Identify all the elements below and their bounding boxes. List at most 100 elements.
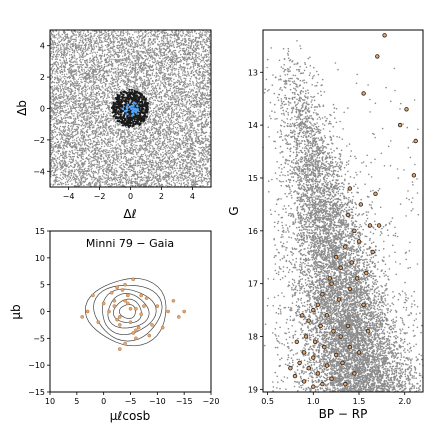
field-star-point bbox=[55, 46, 58, 49]
field-star-point bbox=[173, 78, 175, 81]
field-star-point bbox=[145, 138, 147, 141]
field-star-point bbox=[74, 57, 76, 59]
field-star-point bbox=[191, 39, 193, 41]
field-star-point bbox=[206, 178, 208, 180]
field-star-point bbox=[167, 95, 169, 97]
field-star-point bbox=[133, 73, 136, 75]
field-star-point bbox=[109, 50, 111, 52]
field-star-point bbox=[188, 49, 190, 51]
field-star-point bbox=[148, 92, 150, 95]
field-star-point bbox=[181, 39, 184, 42]
field-star-point bbox=[189, 149, 191, 151]
field-star-point bbox=[179, 106, 181, 108]
field-star-point bbox=[110, 58, 112, 60]
field-star-point bbox=[147, 40, 150, 42]
field-star-point bbox=[184, 35, 186, 37]
field-star-point bbox=[158, 64, 160, 66]
field-star-point bbox=[125, 61, 127, 63]
field-star-point bbox=[143, 160, 145, 162]
field-star-point bbox=[208, 172, 210, 174]
field-star-point bbox=[187, 83, 190, 86]
field-star-point bbox=[64, 87, 66, 89]
field-star-point bbox=[106, 149, 108, 151]
field-star-point bbox=[147, 70, 149, 72]
field-star-point bbox=[113, 55, 115, 57]
field-star-point bbox=[75, 151, 77, 154]
field-star-point bbox=[91, 167, 93, 169]
field-star-point bbox=[139, 50, 141, 53]
field-star-point bbox=[52, 141, 54, 143]
field-star-point bbox=[95, 54, 98, 56]
field-star-point bbox=[132, 63, 134, 65]
field-star-point bbox=[68, 116, 71, 118]
field-star-point bbox=[63, 117, 65, 120]
field-star-point bbox=[122, 65, 124, 67]
field-star-point bbox=[176, 112, 178, 114]
field-star-point bbox=[165, 89, 168, 91]
field-star-point bbox=[51, 151, 54, 154]
field-star-point bbox=[88, 105, 90, 108]
field-star-point bbox=[137, 61, 140, 63]
field-star-point bbox=[147, 151, 149, 153]
field-star-point bbox=[61, 84, 63, 86]
field-star-point bbox=[151, 139, 153, 141]
field-star-point bbox=[91, 66, 94, 68]
field-star-point bbox=[158, 93, 160, 95]
field-star-point bbox=[63, 148, 66, 150]
field-star-point bbox=[105, 58, 108, 61]
field-star-point bbox=[93, 44, 95, 46]
field-star-point bbox=[154, 132, 156, 135]
field-star-point bbox=[162, 65, 164, 67]
field-star-point bbox=[97, 63, 99, 65]
field-star-point bbox=[143, 123, 146, 125]
field-star-point bbox=[84, 179, 87, 181]
field-star-point bbox=[164, 148, 166, 150]
field-star-point bbox=[157, 154, 160, 156]
field-star-point bbox=[81, 175, 83, 177]
field-star-point bbox=[152, 85, 154, 87]
field-star-point bbox=[186, 83, 188, 85]
field-star-point bbox=[100, 114, 102, 116]
field-star-point bbox=[76, 106, 78, 109]
field-star-point bbox=[164, 87, 166, 89]
field-star-point bbox=[150, 113, 153, 115]
field-star-point bbox=[196, 44, 199, 46]
field-star-point bbox=[112, 150, 114, 152]
field-star-point bbox=[196, 45, 198, 48]
field-star-point bbox=[157, 168, 159, 171]
field-star-point bbox=[179, 31, 181, 33]
field-star-point bbox=[188, 117, 190, 119]
field-star-point bbox=[146, 48, 148, 50]
field-star-point bbox=[115, 130, 117, 132]
field-star-point bbox=[90, 113, 92, 115]
field-star-point bbox=[196, 93, 199, 95]
field-star-point bbox=[107, 94, 109, 97]
field-star-point bbox=[128, 45, 130, 47]
field-star-point bbox=[122, 34, 124, 37]
field-star-point bbox=[95, 97, 97, 99]
field-star-point bbox=[112, 125, 115, 127]
field-star-point bbox=[174, 37, 176, 40]
field-star-point bbox=[134, 39, 136, 41]
field-star-point bbox=[129, 135, 131, 137]
field-star-point bbox=[62, 65, 65, 67]
field-star-point bbox=[207, 107, 210, 109]
field-star-point bbox=[95, 119, 97, 121]
field-star-point bbox=[154, 138, 156, 140]
field-star-point bbox=[50, 173, 52, 175]
field-star-point bbox=[195, 121, 197, 123]
field-star-point bbox=[129, 71, 132, 73]
field-star-point bbox=[94, 117, 96, 119]
field-star-point bbox=[153, 155, 155, 157]
field-star-point bbox=[156, 168, 158, 171]
field-star-point bbox=[87, 53, 89, 56]
field-star-point bbox=[186, 145, 189, 148]
field-star-point bbox=[53, 68, 56, 70]
field-star-point bbox=[160, 153, 162, 155]
field-star-point bbox=[82, 39, 84, 42]
field-star-point bbox=[84, 125, 87, 128]
field-star-point bbox=[188, 121, 190, 124]
field-star-point bbox=[83, 174, 85, 176]
field-star-point bbox=[61, 152, 64, 154]
